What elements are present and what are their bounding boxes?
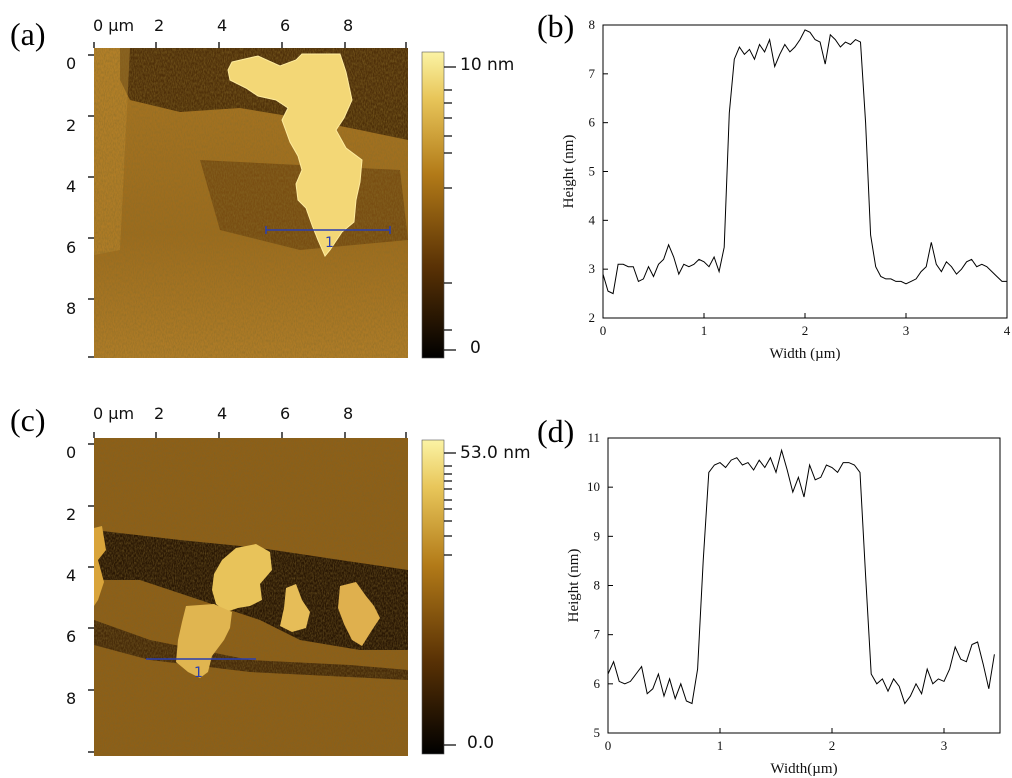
height-profile-line-b xyxy=(602,29,1007,295)
x-tick-label-b: 4 xyxy=(1004,323,1011,338)
afm-c-xtick-8: 8 xyxy=(343,404,354,423)
afm-c-ytick-8: 8 xyxy=(66,689,77,708)
line-chart-b: 0 1 2 3 4 2 3 4 5 6 7 8 Width (µm) Height (nm) xyxy=(561,17,1011,362)
afm-image-a: 1 xyxy=(88,42,408,358)
afm-image-c: 1 xyxy=(88,432,408,756)
y-tick-label-d: 6 xyxy=(594,676,601,691)
x-tick-label-d: 0 xyxy=(605,738,612,753)
y-tick-label-d: 10 xyxy=(587,479,600,494)
y-tick-label-b: 7 xyxy=(589,66,596,81)
afm-a-colorbar xyxy=(421,51,456,359)
y-tick-label-b: 4 xyxy=(589,212,596,227)
afm-c-flake-right xyxy=(338,582,380,646)
afm-a-xtick-2: 2 xyxy=(154,16,165,35)
afm-a-ytick-8: 8 xyxy=(66,299,77,318)
y-tick-label-b: 5 xyxy=(589,164,596,179)
afm-c-ytick-0: 0 xyxy=(66,443,77,462)
x-tick-label-d: 2 xyxy=(829,738,836,753)
afm-c-profile-marker: 1 xyxy=(194,665,203,681)
afm-a-texture xyxy=(94,48,408,358)
plot-frame-b xyxy=(602,24,1008,319)
afm-c-colorbar xyxy=(421,439,456,755)
x-tick-label-b: 0 xyxy=(600,323,607,338)
afm-a-colorbar-max: 10 nm xyxy=(460,55,515,75)
y-tick-label-b: 8 xyxy=(589,17,596,32)
height-profile-line-d xyxy=(607,448,995,705)
y-axis-label-d: Height (nm) xyxy=(566,549,582,623)
y-axis-label-b: Height (nm) xyxy=(561,135,577,209)
y-tick-label-b: 6 xyxy=(589,115,596,130)
afm-c-xtick-6: 6 xyxy=(280,404,291,423)
afm-c-colorbar-max: 53.0 nm xyxy=(460,443,531,463)
afm-c-xtick-2: 2 xyxy=(154,404,165,423)
panel-letter-c: (c) xyxy=(10,402,46,438)
x-tick-label-b: 3 xyxy=(903,323,910,338)
x-axis-label-d: Width(µm) xyxy=(770,761,837,777)
y-tick-label-d: 8 xyxy=(594,578,601,593)
afm-c-colorbar-min: 0.0 xyxy=(467,733,495,753)
x-axis-label-b: Width (µm) xyxy=(770,346,841,362)
x-tick-label-b: 2 xyxy=(802,323,809,338)
line-chart-d: 0 1 2 3 5 6 7 8 9 10 11 Width(µm) Height (nm) xyxy=(566,430,1001,777)
y-tick-label-d: 9 xyxy=(594,528,601,543)
panel-letter-b: (b) xyxy=(537,8,575,44)
x-tick-label-d: 1 xyxy=(717,738,724,753)
afm-c-ytick-4: 4 xyxy=(66,566,77,585)
afm-a-ytick-4: 4 xyxy=(66,177,77,196)
afm-a-ytick-6: 6 xyxy=(66,238,77,257)
afm-a-xtick-0: 0 µm xyxy=(93,16,135,35)
afm-c-edge-flake xyxy=(94,526,106,606)
afm-a-ytick-0: 0 xyxy=(66,54,77,73)
x-tick-label-b: 1 xyxy=(701,323,708,338)
y-tick-label-d: 5 xyxy=(594,725,601,740)
afm-c-flake-small xyxy=(280,584,310,632)
afm-a-colorbar-min: 0 xyxy=(470,338,481,358)
afm-c-ytick-6: 6 xyxy=(66,627,77,646)
afm-a-xtick-8: 8 xyxy=(343,16,354,35)
afm-a-ytick-2: 2 xyxy=(66,116,77,135)
afm-c-flake-upper xyxy=(212,544,272,612)
afm-a-flake xyxy=(227,53,363,257)
afm-c-xtick-0: 0 µm xyxy=(93,404,135,423)
afm-c-ytick-2: 2 xyxy=(66,505,77,524)
afm-a-xtick-4: 4 xyxy=(217,16,228,35)
y-tick-label-d: 7 xyxy=(594,627,601,642)
afm-a-profile-marker: 1 xyxy=(325,235,334,251)
y-tick-label-b: 3 xyxy=(589,261,596,276)
afm-a-xtick-6: 6 xyxy=(280,16,291,35)
y-tick-label-d: 11 xyxy=(587,430,600,445)
y-tick-label-b: 2 xyxy=(589,310,596,325)
panel-letter-d: (d) xyxy=(537,413,575,449)
x-tick-label-d: 3 xyxy=(941,738,948,753)
afm-c-xtick-4: 4 xyxy=(217,404,228,423)
panel-letter-a: (a) xyxy=(10,16,46,52)
